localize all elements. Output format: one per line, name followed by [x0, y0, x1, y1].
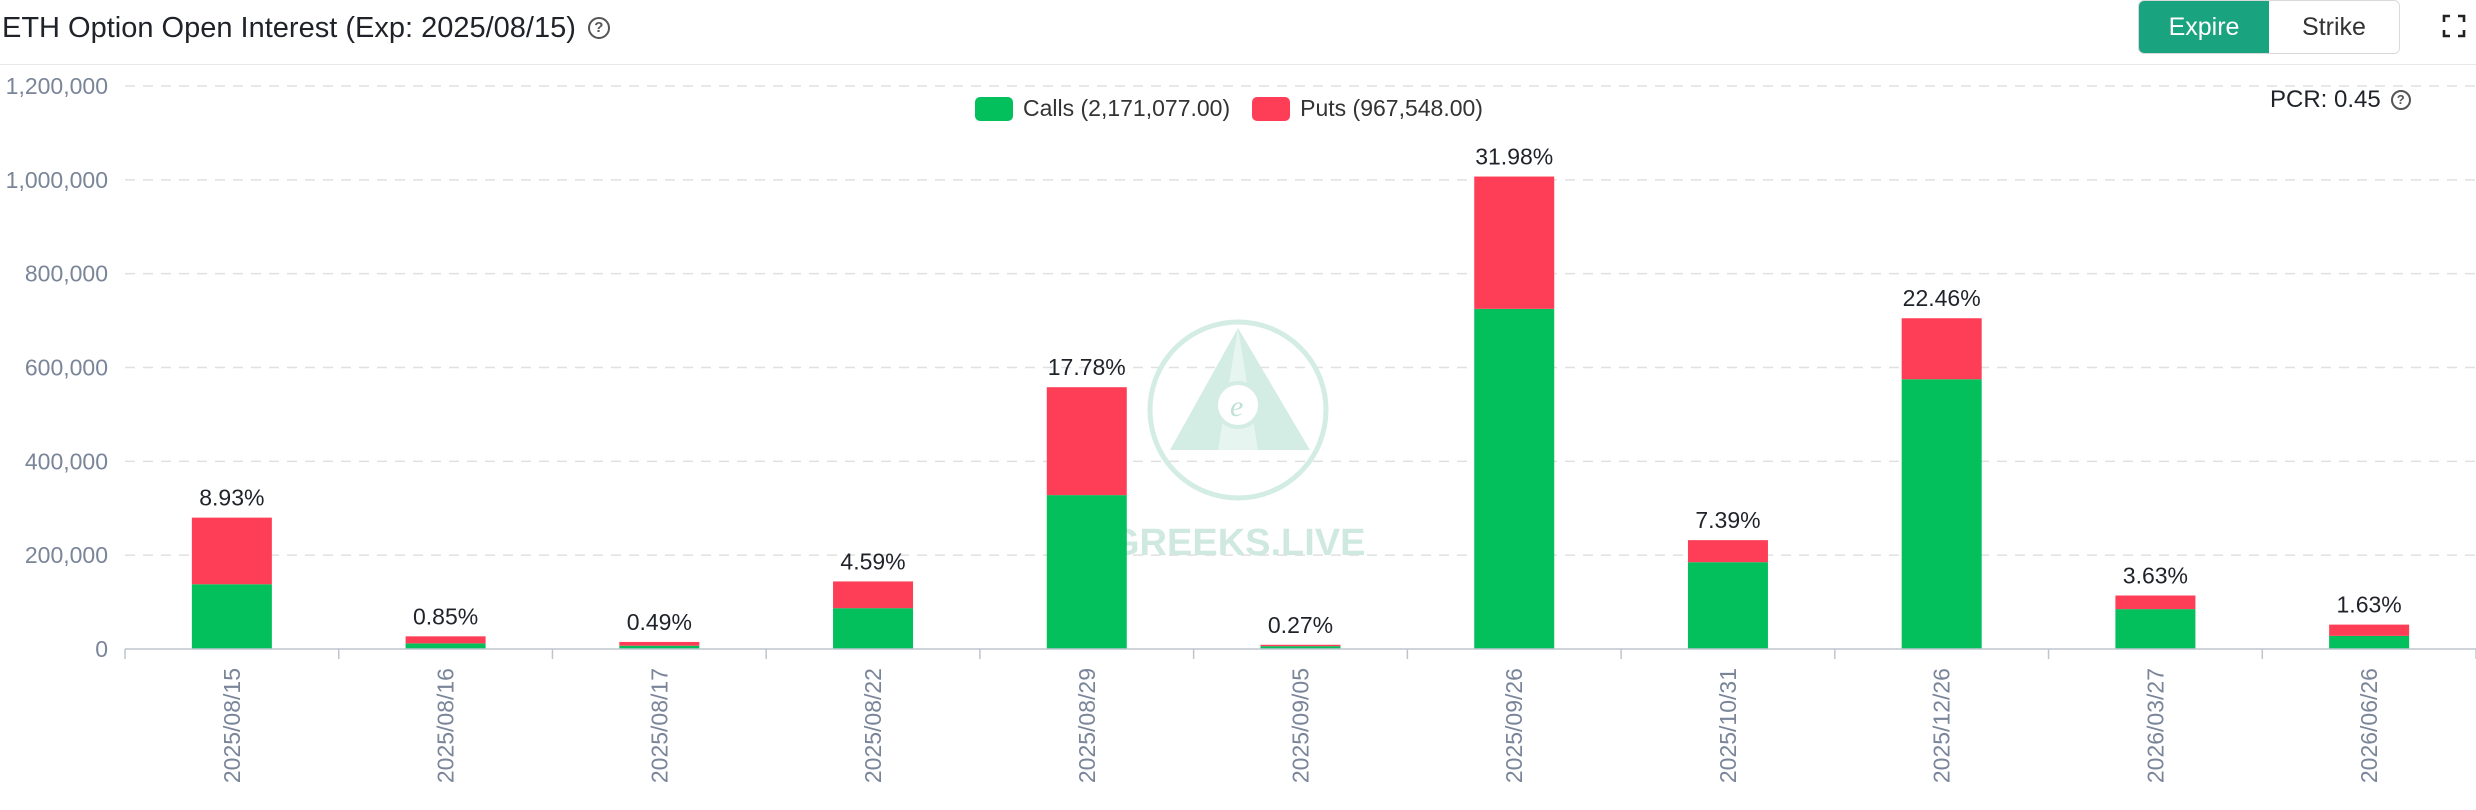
bars	[191, 176, 2410, 649]
bar-data-label: 7.39%	[1695, 507, 1760, 533]
chart-title-row: ETH Option Open Interest (Exp: 2025/08/1…	[2, 10, 610, 46]
y-tick-label: 1,000,000	[6, 167, 108, 193]
puts-bar[interactable]	[1901, 318, 1982, 380]
watermark-text: GREEKS.LIVE	[1110, 522, 1366, 564]
svg-text:e: e	[1230, 390, 1243, 423]
x-tick-label: 2025/10/31	[1715, 668, 1741, 783]
bar-data-label: 3.63%	[2123, 563, 2188, 589]
puts-bar[interactable]	[833, 581, 914, 609]
x-tick-label: 2025/08/22	[860, 668, 886, 783]
fullscreen-icon[interactable]	[2442, 14, 2466, 38]
calls-bar[interactable]	[405, 643, 486, 649]
puts-bar[interactable]	[2329, 624, 2410, 636]
data-labels: 8.93% 0.85% 0.49% 4.59% 17.78% 0.27% 31.98% 7.3…	[199, 144, 2401, 638]
x-tick-label: 2025/08/16	[433, 668, 459, 783]
x-tick-label: 2025/08/29	[1074, 668, 1100, 783]
y-tick-label: 400,000	[25, 448, 108, 474]
pcr-value: PCR: 0.45	[2270, 86, 2381, 113]
calls-bar[interactable]	[2115, 609, 2196, 649]
help-circle-icon[interactable]: ?	[2390, 90, 2411, 110]
chart-title: ETH Option Open Interest (Exp: 2025/08/1…	[2, 12, 576, 44]
calls-bar[interactable]	[2329, 635, 2410, 649]
puts-bar[interactable]	[1260, 644, 1341, 647]
chart-header: ETH Option Open Interest (Exp: 2025/08/1…	[0, 0, 2476, 65]
help-circle-icon[interactable]: ?	[587, 17, 610, 39]
puts-bar[interactable]	[405, 636, 486, 644]
x-tick-label: 2025/08/17	[646, 668, 672, 783]
y-axis: 0 200,000 400,000 600,000 800,000 1,000,000 1,…	[6, 73, 108, 662]
bar-data-label: 17.78%	[1048, 354, 1126, 380]
expire-tab[interactable]: Expire	[2139, 1, 2269, 53]
calls-bar[interactable]	[619, 645, 700, 649]
puts-bar[interactable]	[619, 641, 700, 646]
calls-bar[interactable]	[1901, 379, 1982, 649]
x-tick-label: 2025/08/15	[219, 668, 245, 783]
legend-item-puts[interactable]: Puts (967,548.00)	[1252, 95, 1483, 122]
calls-bar[interactable]	[1474, 308, 1555, 649]
calls-bar[interactable]	[1260, 646, 1341, 649]
bar-data-label: 8.93%	[199, 485, 264, 511]
y-tick-label: 1,200,000	[6, 73, 108, 99]
bar-data-label: 4.59%	[840, 548, 905, 574]
x-tick-label: 2025/09/26	[1501, 668, 1527, 783]
greeks-live-watermark: e GREEKS.LIVE	[1110, 319, 1366, 564]
y-tick-label: 800,000	[25, 261, 108, 287]
x-tick-label: 2026/03/27	[2142, 668, 2168, 783]
calls-bar[interactable]	[833, 608, 914, 649]
puts-bar[interactable]	[1046, 387, 1127, 496]
bar-data-label: 0.85%	[413, 603, 478, 629]
bar-data-label: 1.63%	[2337, 592, 2402, 618]
legend-item-calls[interactable]: Calls (2,171,077.00)	[975, 95, 1230, 122]
y-tick-label: 0	[95, 636, 108, 662]
view-toggle: Expire Strike	[2138, 0, 2400, 54]
bar-data-label: 22.46%	[1903, 285, 1981, 311]
chart-legend: Calls (2,171,077.00) Puts (967,548.00)	[975, 95, 1505, 122]
calls-bar[interactable]	[191, 584, 272, 649]
legend-label-puts: Puts (967,548.00)	[1300, 95, 1483, 121]
strike-tab[interactable]: Strike	[2269, 1, 2399, 53]
y-tick-label: 200,000	[25, 542, 108, 568]
bar-data-label: 0.49%	[627, 609, 692, 635]
calls-swatch	[975, 96, 1013, 121]
puts-bar[interactable]	[2115, 595, 2196, 610]
pcr-indicator: PCR: 0.45 ?	[2270, 86, 2411, 114]
legend-label-calls: Calls (2,171,077.00)	[1023, 95, 1231, 121]
calls-bar[interactable]	[1046, 495, 1127, 649]
grid-lines	[125, 85, 2476, 556]
puts-bar[interactable]	[1474, 176, 1555, 309]
calls-bar[interactable]	[1687, 562, 1768, 649]
x-axis: 2025/08/15 2025/08/16 2025/08/17 2025/08/22…	[124, 648, 2476, 783]
x-tick-label: 2025/09/05	[1288, 668, 1314, 783]
x-tick-label: 2026/06/26	[2356, 668, 2382, 783]
bar-data-label: 0.27%	[1268, 612, 1333, 638]
x-tick-label: 2025/12/26	[1929, 668, 1955, 783]
bar-data-label: 31.98%	[1475, 144, 1553, 170]
puts-bar[interactable]	[1687, 540, 1768, 563]
y-tick-label: 600,000	[25, 355, 108, 381]
puts-swatch	[1252, 96, 1291, 121]
puts-bar[interactable]	[191, 517, 272, 585]
